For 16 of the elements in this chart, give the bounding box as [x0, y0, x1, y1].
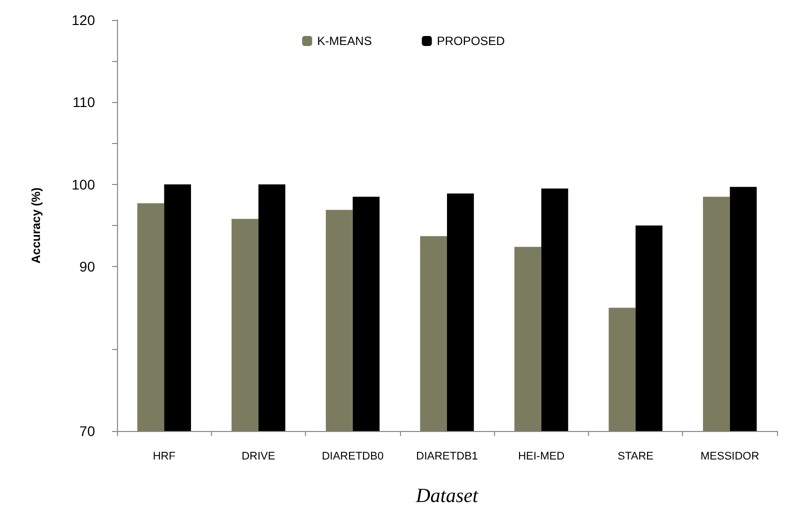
- x-tick-label: STARE: [618, 450, 654, 462]
- x-tick-label: MESSIDOR: [700, 450, 760, 462]
- y-tick-label: 100: [72, 176, 96, 192]
- y-tick-label: 120: [72, 12, 96, 28]
- x-axis-title: Dataset: [414, 485, 479, 507]
- x-tick-label: DRIVE: [242, 450, 276, 462]
- y-axis-title: Accuracy (%): [29, 187, 43, 264]
- x-tick-label: DIARETDB0: [322, 450, 384, 462]
- x-tick-label: DIARETDB1: [416, 450, 478, 462]
- x-tick-label: HEI-MED: [518, 450, 565, 462]
- legend-label: K-MEANS: [317, 34, 372, 48]
- x-tick-label: HRF: [152, 450, 176, 462]
- y-tick-label: 70: [79, 423, 96, 439]
- legend-label: PROPOSED: [436, 34, 506, 48]
- y-tick-label: 110: [72, 94, 96, 110]
- y-tick-label: 90: [79, 258, 96, 275]
